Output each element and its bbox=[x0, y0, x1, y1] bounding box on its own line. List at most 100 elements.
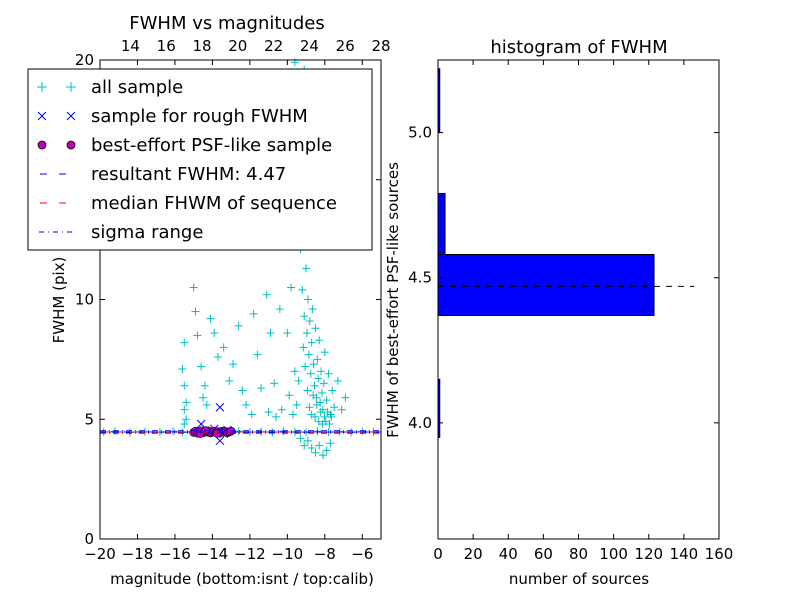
all-sample-point bbox=[305, 317, 314, 326]
legend-entry-median-fwhm: median FHWM of sequence bbox=[40, 193, 337, 214]
all-sample-point bbox=[333, 376, 342, 385]
top-x-tick-label: 14 bbox=[121, 37, 140, 55]
all-sample-point bbox=[249, 309, 258, 318]
x-tick-label: −16 bbox=[159, 545, 191, 563]
all-sample-point bbox=[320, 412, 329, 421]
scatter-x-ticks: −20 −18 −16 −14 −12 −10 −8 −6 bbox=[84, 60, 373, 563]
legend-entry-sigma-range: sigma range bbox=[39, 222, 203, 243]
all-sample-point bbox=[200, 381, 209, 390]
all-sample-point bbox=[306, 369, 315, 378]
top-x-tick-label: 24 bbox=[300, 37, 319, 55]
x-tick-label: 60 bbox=[534, 545, 553, 563]
histogram-title: histogram of FWHM bbox=[490, 37, 667, 58]
all-sample-point bbox=[303, 436, 312, 445]
all-sample-point bbox=[319, 379, 328, 388]
scatter-top-x-ticks: 14 16 18 20 22 24 26 28 bbox=[121, 37, 391, 55]
x-tick-label: 100 bbox=[599, 545, 628, 563]
rough-sample-point bbox=[196, 419, 206, 429]
histogram-panel: 0 20 40 60 80 100 120 140 160 4.0 4.5 5.0 histogra… bbox=[384, 37, 733, 588]
scatter-reference-lines bbox=[100, 430, 381, 434]
all-sample-point bbox=[309, 391, 318, 400]
histogram-bar bbox=[437, 193, 446, 256]
all-sample-point bbox=[197, 362, 206, 371]
histogram-bars bbox=[437, 68, 655, 438]
all-sample-point bbox=[322, 396, 331, 405]
x-tick-label: 160 bbox=[705, 545, 734, 563]
top-x-tick-label: 20 bbox=[228, 37, 247, 55]
x-tick-label: −12 bbox=[234, 545, 266, 563]
legend-entry-all-sample: all sample bbox=[37, 77, 183, 98]
y-tick-label: 5.0 bbox=[408, 124, 432, 142]
x-tick-label: −20 bbox=[84, 545, 116, 563]
all-sample-point bbox=[303, 329, 312, 338]
all-sample-point bbox=[290, 367, 299, 376]
all-sample-point bbox=[189, 283, 198, 292]
all-sample-point bbox=[238, 386, 247, 395]
legend: all sample sample for rough FWHM best-ef… bbox=[27, 68, 373, 251]
all-sample-point bbox=[298, 285, 307, 294]
all-sample-point bbox=[300, 312, 309, 321]
all-sample-point bbox=[323, 408, 332, 417]
all-sample-point bbox=[178, 364, 187, 373]
all-sample-point bbox=[193, 331, 202, 340]
all-sample-point bbox=[285, 391, 294, 400]
all-sample-point bbox=[182, 398, 191, 407]
all-sample-point bbox=[308, 305, 317, 314]
all-sample-point bbox=[257, 384, 266, 393]
scatter-title: FWHM vs magnitudes bbox=[129, 13, 324, 34]
all-sample-point bbox=[307, 443, 316, 452]
all-sample-point bbox=[277, 405, 286, 414]
all-sample-point bbox=[180, 405, 189, 414]
all-sample-point bbox=[305, 403, 314, 412]
all-sample-point bbox=[299, 343, 308, 352]
all-sample-point bbox=[303, 295, 312, 304]
all-sample-point bbox=[311, 324, 320, 333]
all-sample-point bbox=[322, 446, 331, 455]
legend-marker-circle-icon bbox=[37, 140, 76, 150]
all-sample-point bbox=[300, 441, 309, 450]
all-sample-point bbox=[325, 420, 334, 429]
all-sample-point bbox=[309, 360, 318, 369]
scatter-x-label: magnitude (bottom:isnt / top:calib) bbox=[110, 570, 374, 588]
all-sample-point bbox=[210, 329, 219, 338]
all-sample-point bbox=[294, 376, 303, 385]
all-sample-point bbox=[317, 367, 326, 376]
all-sample-point bbox=[180, 420, 189, 429]
all-sample-point bbox=[327, 412, 336, 421]
all-sample-point bbox=[324, 369, 333, 378]
all-sample-point bbox=[310, 381, 319, 390]
top-x-tick-label: 16 bbox=[157, 37, 176, 55]
all-sample-point bbox=[199, 393, 208, 402]
all-sample-point bbox=[341, 393, 350, 402]
all-sample-point bbox=[315, 441, 324, 450]
all-sample-point bbox=[317, 388, 326, 397]
all-sample-point bbox=[296, 434, 305, 443]
histogram-x-ticks: 0 20 40 60 80 100 120 140 160 bbox=[433, 60, 733, 563]
y-tick-label: 4.5 bbox=[408, 269, 432, 287]
histogram-bar bbox=[437, 254, 655, 316]
legend-entry-rough-sample: sample for rough FWHM bbox=[37, 106, 308, 127]
all-sample-point bbox=[275, 305, 284, 314]
all-sample-point bbox=[287, 283, 296, 292]
histogram-y-label: FWHM of best-effort PSF-like sources bbox=[384, 162, 402, 438]
legend-label: sample for rough FWHM bbox=[91, 106, 308, 127]
scatter-panel: −20 −18 −16 −14 −12 −10 −8 −6 14 16 18 20 22 24 26 28 … bbox=[27, 13, 391, 588]
all-sample-point bbox=[262, 290, 271, 299]
legend-marker-cross-icon bbox=[37, 111, 76, 121]
all-sample-point bbox=[312, 400, 321, 409]
y-tick-label: 4.0 bbox=[408, 414, 432, 432]
legend-box bbox=[27, 68, 373, 251]
all-sample-point bbox=[214, 352, 223, 361]
all-sample-point bbox=[320, 348, 329, 357]
all-sample-point bbox=[302, 264, 311, 273]
legend-entry-resultant-fwhm: resultant FWHM: 4.47 bbox=[40, 164, 286, 185]
histogram-x-label: number of sources bbox=[509, 570, 649, 588]
x-tick-label: 80 bbox=[569, 545, 588, 563]
x-tick-label: −14 bbox=[197, 545, 229, 563]
x-tick-label: 120 bbox=[634, 545, 663, 563]
x-tick-label: 20 bbox=[464, 545, 483, 563]
x-tick-label: −8 bbox=[314, 545, 336, 563]
all-sample-point bbox=[337, 405, 346, 414]
x-tick-label: 140 bbox=[670, 545, 699, 563]
